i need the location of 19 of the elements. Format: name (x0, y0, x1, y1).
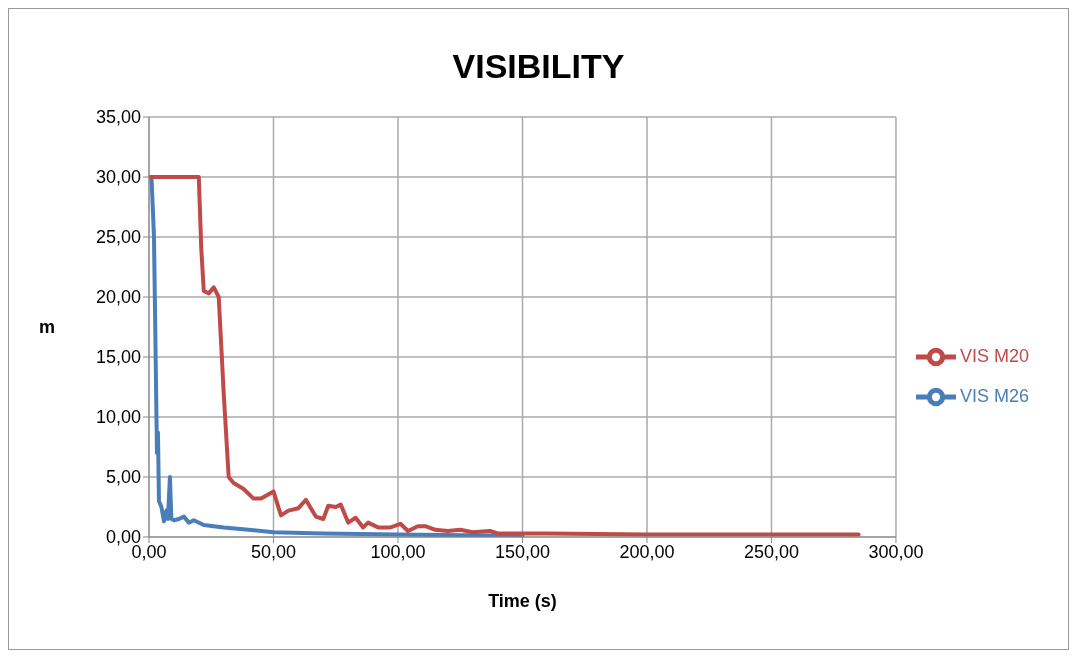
legend-label: VIS M20 (959, 345, 1029, 366)
y-tick-label: 15,00 (95, 347, 141, 368)
line-series (149, 175, 861, 537)
chart-title: VISIBILITY (451, 47, 626, 87)
y-tick-label: 35,00 (95, 107, 141, 128)
x-tick-label: 250,00 (743, 541, 800, 562)
x-tick-label: 200,00 (619, 541, 675, 562)
x-tick-label: 50,00 (250, 541, 297, 562)
x-tick-label: 300,00 (868, 541, 924, 562)
x-axis-title: Time (s) (488, 591, 557, 611)
y-tick-label: 20,00 (95, 287, 141, 308)
y-tick-label: 25,00 (95, 227, 141, 248)
legend-label: VIS M26 (959, 385, 1029, 406)
y-tick-label: 5,00 (105, 467, 141, 488)
x-tick-label: 100,00 (370, 541, 426, 562)
x-tick-label: 150,00 (494, 541, 551, 562)
y-tick-label: 30,00 (95, 167, 141, 188)
y-axis-title: m (39, 317, 56, 338)
y-tick-label: 10,00 (95, 407, 141, 428)
